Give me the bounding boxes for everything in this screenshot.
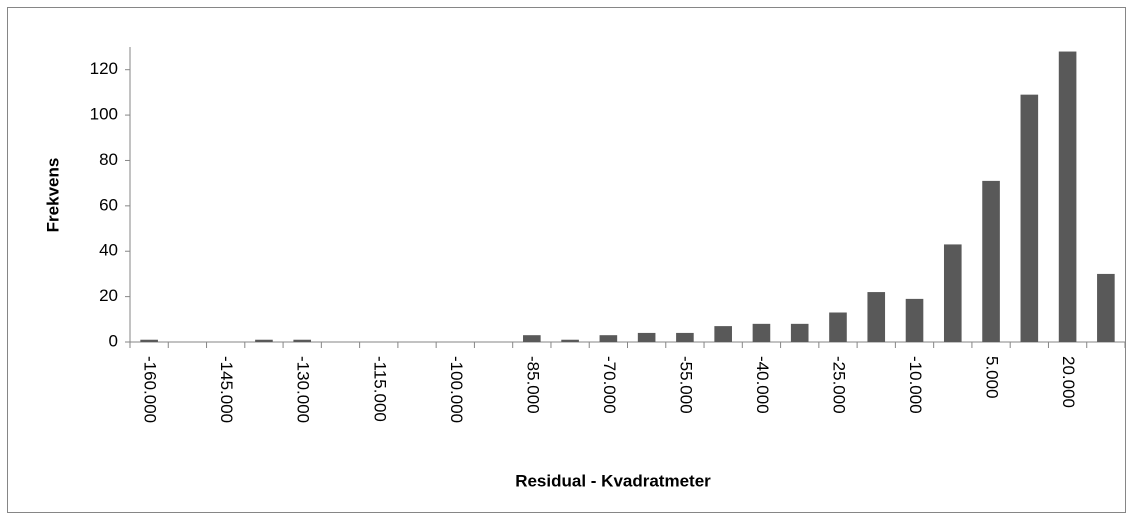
y-tick-label: 0 bbox=[109, 331, 118, 350]
bar bbox=[561, 339, 579, 342]
x-tick-label: 20.000 bbox=[1059, 356, 1078, 408]
bar bbox=[982, 180, 1000, 342]
x-tick-label: -70.000 bbox=[600, 356, 619, 414]
bar bbox=[790, 323, 809, 342]
bar bbox=[676, 332, 694, 342]
chart-border bbox=[7, 7, 1126, 513]
bar bbox=[1058, 51, 1077, 343]
bar bbox=[867, 292, 886, 342]
y-tick-label: 100 bbox=[90, 105, 118, 124]
x-tick-label: -40.000 bbox=[753, 356, 772, 414]
x-tick-label: -145.000 bbox=[217, 356, 236, 423]
x-tick-label: -100.000 bbox=[447, 356, 466, 423]
x-axis-title: Residual - Kvadratmeter bbox=[515, 471, 711, 490]
y-axis-title: Frekvens bbox=[43, 158, 62, 233]
x-tick-label: -25.000 bbox=[829, 356, 848, 414]
bar bbox=[714, 326, 732, 342]
y-tick-label: 80 bbox=[99, 150, 118, 169]
y-tick-label: 40 bbox=[99, 241, 118, 260]
bar bbox=[1020, 94, 1039, 343]
bar bbox=[829, 312, 847, 342]
bar bbox=[255, 339, 273, 342]
y-tick-label: 120 bbox=[90, 59, 118, 78]
bar bbox=[599, 335, 618, 342]
bar bbox=[752, 323, 771, 342]
x-tick-label: -160.000 bbox=[141, 356, 160, 423]
x-tick-label: -85.000 bbox=[523, 356, 542, 414]
bar bbox=[637, 332, 656, 342]
x-tick-label: 5.000 bbox=[983, 356, 1002, 399]
x-tick-label: -10.000 bbox=[906, 356, 925, 414]
bar bbox=[523, 335, 541, 342]
bar bbox=[905, 298, 924, 342]
x-tick-label: -130.000 bbox=[294, 356, 313, 423]
bar bbox=[943, 244, 962, 342]
bar bbox=[140, 339, 158, 342]
bar bbox=[1097, 273, 1115, 342]
y-tick-label: 20 bbox=[99, 286, 118, 305]
x-tick-label: -115.000 bbox=[370, 356, 389, 422]
x-tick-label: -55.000 bbox=[676, 356, 695, 414]
y-tick-label: 60 bbox=[99, 195, 118, 214]
bar bbox=[293, 339, 312, 342]
